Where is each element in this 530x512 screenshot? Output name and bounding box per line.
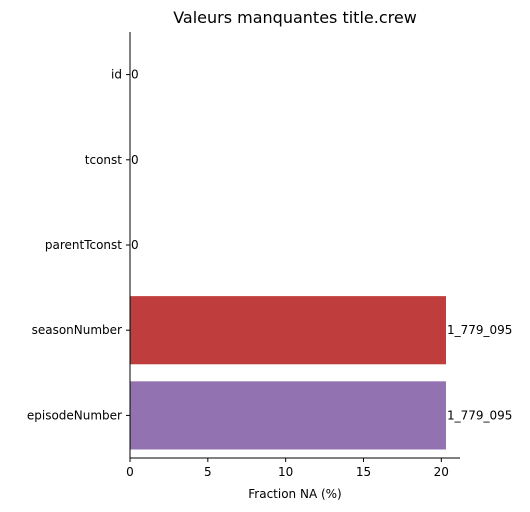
data-label-tconst: 0	[131, 153, 139, 167]
x-tick-label-0: 0	[126, 465, 134, 479]
y-tick-label-id: id	[111, 68, 122, 82]
y-tick-labels: id tconst parentTconst seasonNumber episodeN…	[27, 68, 130, 422]
x-tick-label-5: 5	[204, 465, 212, 479]
x-tick-label-20: 20	[434, 465, 449, 479]
bar-seasonNumber	[130, 296, 446, 365]
y-tick-label-tconst: tconst	[85, 153, 123, 167]
data-label-id: 0	[131, 68, 139, 82]
data-label-episodeNumber: 1_779_095	[447, 408, 512, 422]
y-tick-label-seasonNumber: seasonNumber	[32, 323, 122, 337]
bars-group	[130, 296, 446, 450]
x-tick-label-10: 10	[278, 465, 293, 479]
chart-title: Valeurs manquantes title.crew	[173, 8, 417, 27]
data-label-parentTconst: 0	[131, 238, 139, 252]
x-tick-label-15: 15	[356, 465, 371, 479]
data-labels: 0 0 0 1_779_095 1_779_095	[131, 68, 512, 423]
y-tick-label-parentTconst: parentTconst	[45, 238, 122, 252]
y-tick-label-episodeNumber: episodeNumber	[27, 408, 122, 422]
bar-episodeNumber	[130, 381, 446, 450]
data-label-seasonNumber: 1_779_095	[447, 323, 512, 337]
x-axis-label: Fraction NA (%)	[248, 487, 341, 501]
x-axis: 0 5 10 15 20	[126, 457, 460, 479]
